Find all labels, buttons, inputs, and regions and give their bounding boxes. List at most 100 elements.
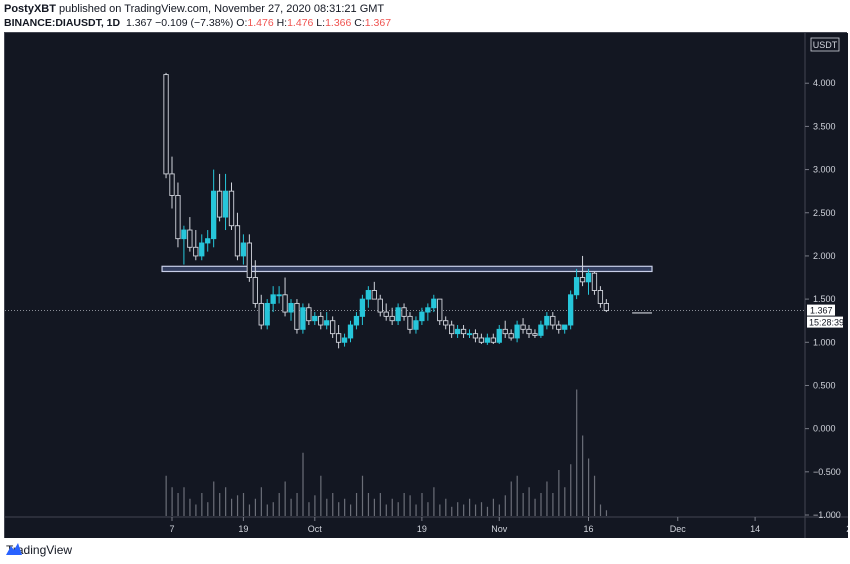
candle-body xyxy=(264,302,270,326)
chart-panel[interactable]: USDT 4.000 3.500 3.000 2.500 2.000 1.500 1.000 0… xyxy=(4,32,848,539)
volume-bar xyxy=(296,493,298,516)
volume-bar xyxy=(290,498,292,516)
candle-body xyxy=(502,328,508,335)
volume-bar xyxy=(409,495,411,516)
candle-body xyxy=(222,190,229,218)
candle-body xyxy=(425,307,431,313)
candle-body xyxy=(556,324,562,330)
resistance-zone[interactable] xyxy=(161,265,653,273)
candle-body xyxy=(324,320,330,326)
candle-body xyxy=(538,324,544,336)
volume-bar xyxy=(433,487,435,516)
volume-bar xyxy=(534,498,536,516)
candle-body xyxy=(603,302,610,312)
volume-bar xyxy=(504,495,506,516)
candle-body xyxy=(520,324,526,330)
volume-bar xyxy=(415,504,417,516)
candle-body xyxy=(169,173,175,196)
candle-body xyxy=(568,294,574,326)
volume-bar xyxy=(278,493,280,516)
y-tick-label: 1.500 xyxy=(813,294,836,304)
symbol-info: BINANCE:DIAUSDT, 1D 1.367 −0.109 (−7.38%… xyxy=(4,17,391,29)
tradingview-brand[interactable]: TradingView xyxy=(6,543,72,557)
y-tick-label: 2.000 xyxy=(813,251,836,261)
volume-bar xyxy=(338,502,340,516)
candle-body xyxy=(193,246,199,257)
volume-bar xyxy=(344,498,346,516)
volume-bar xyxy=(480,502,483,516)
candle-body xyxy=(312,315,318,322)
y-tick-label: 0.500 xyxy=(813,380,836,390)
candle-body xyxy=(330,320,336,335)
volume-bar xyxy=(379,493,381,516)
last-price-text: 1.367 xyxy=(125,17,153,29)
candle-body xyxy=(246,242,252,278)
candle-body xyxy=(484,337,490,343)
candle-body xyxy=(341,337,348,343)
candle-body xyxy=(454,328,461,335)
volume-bar xyxy=(183,487,185,516)
volume-bar xyxy=(445,498,447,516)
volume-bar xyxy=(469,498,471,516)
close-value: 1.367 xyxy=(364,17,392,29)
x-tick-label: 19 xyxy=(417,524,427,534)
high-value: 1.476 xyxy=(287,17,314,29)
symbol-label: BINANCE:DIAUSDT, 1D xyxy=(4,17,121,29)
volume-bar xyxy=(207,502,209,516)
volume-bar xyxy=(236,495,239,516)
plot-background xyxy=(5,33,848,539)
volume-bar xyxy=(451,506,453,516)
candle-body xyxy=(597,290,604,304)
candle-body xyxy=(181,229,187,240)
candle-body xyxy=(216,190,223,218)
change-text: −0.109 (−7.38%) xyxy=(155,17,234,29)
volume-bar xyxy=(225,487,227,516)
candle-body xyxy=(175,195,181,240)
candle-body xyxy=(294,302,300,330)
y-tick-label: 0.000 xyxy=(813,424,836,434)
brand-label: TradingView xyxy=(6,543,73,557)
candle-body xyxy=(413,320,419,330)
volume-bar xyxy=(474,504,477,516)
volume-bar xyxy=(552,493,554,516)
volume-bar xyxy=(457,502,459,516)
candle-body xyxy=(383,311,389,317)
x-tick-label: 19 xyxy=(238,524,248,534)
candlestick-chart[interactable]: USDT 4.000 3.500 3.000 2.500 2.000 1.500 1.000 0… xyxy=(5,33,848,539)
x-tick-label: Nov xyxy=(491,524,508,534)
currency-label: USDT xyxy=(813,40,838,50)
volume-bar xyxy=(189,498,191,516)
y-tick-label: 2.500 xyxy=(813,208,836,218)
candle-body xyxy=(335,333,342,343)
candle-body xyxy=(353,315,360,326)
x-tick-label: 7 xyxy=(169,524,174,534)
candle-body xyxy=(472,333,479,339)
open-value: 1.476 xyxy=(247,17,274,29)
volume-bar xyxy=(582,435,584,516)
volume-bar xyxy=(588,458,590,516)
x-tick-label: Oct xyxy=(308,524,323,534)
y-tick-label: −1.000 xyxy=(813,510,841,520)
candle-body xyxy=(210,190,217,240)
volume-bar xyxy=(576,389,578,516)
volume-bar xyxy=(486,506,489,516)
volume-bar xyxy=(308,502,310,516)
volume-bar xyxy=(463,504,465,516)
candle-body xyxy=(550,315,556,326)
published-text: published on TradingView.com, November 2… xyxy=(59,3,385,15)
volume-bar xyxy=(558,470,560,516)
y-tick-label: −0.500 xyxy=(813,467,841,477)
volume-bar xyxy=(397,502,399,516)
low-value: 1.366 xyxy=(325,17,352,29)
volume-bar xyxy=(367,493,370,516)
volume-bar xyxy=(177,493,179,516)
candle-body xyxy=(573,277,580,296)
candle-body xyxy=(377,298,383,313)
volume-bar xyxy=(231,498,233,516)
volume-bar xyxy=(564,487,566,516)
candle-body xyxy=(163,74,169,175)
author-name[interactable]: PostyXBT xyxy=(4,3,56,15)
currency-badge xyxy=(810,37,840,52)
candle-body xyxy=(371,290,377,300)
candle-body xyxy=(508,333,514,339)
